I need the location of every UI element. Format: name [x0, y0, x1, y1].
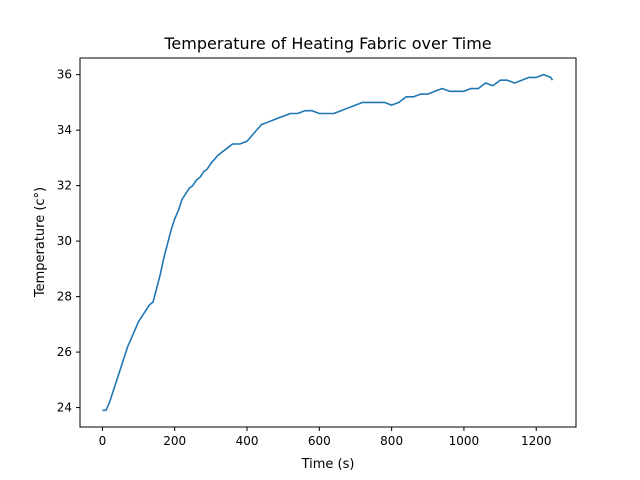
y-tick-label: 26	[57, 345, 72, 359]
x-tick-label: 800	[380, 434, 403, 448]
y-tick-label: 28	[57, 290, 72, 304]
y-tick-label: 24	[57, 401, 72, 415]
y-axis-label: Temperature (c°)	[33, 187, 48, 298]
x-tick-label: 400	[236, 434, 259, 448]
x-tick-label: 0	[99, 434, 107, 448]
y-axis-ticks: 24 26 28 30 32 34 36	[57, 68, 80, 415]
y-tick-label: 30	[57, 234, 72, 248]
y-tick-label: 32	[57, 179, 72, 193]
chart-title: Temperature of Heating Fabric over Time	[163, 34, 491, 53]
plot-area	[79, 57, 577, 428]
plot-frame	[79, 57, 577, 428]
x-tick-label: 200	[163, 434, 186, 448]
x-tick-label: 600	[308, 434, 331, 448]
y-tick-label: 36	[57, 68, 72, 82]
x-tick-label: 1000	[449, 434, 480, 448]
y-tick-label: 34	[57, 123, 72, 137]
x-axis-label: Time (s)	[301, 457, 355, 472]
x-tick-label: 1200	[521, 434, 552, 448]
temperature-series-line	[102, 73, 554, 412]
x-axis-ticks: 0 200 400 600 800 1000 1200	[99, 427, 552, 448]
